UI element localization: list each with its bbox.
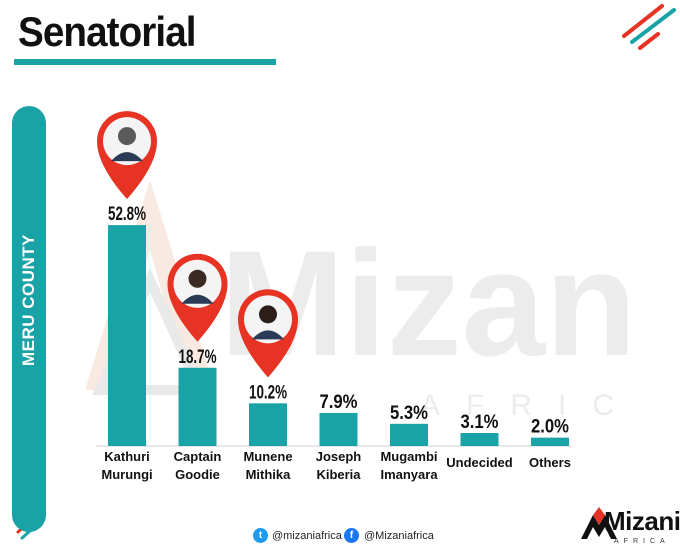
category-label: Captain Goodie (174, 449, 222, 482)
category-label: Mugambi Imanyara (380, 449, 438, 482)
person-photo-icon (118, 127, 136, 146)
bar (178, 367, 217, 446)
category-label: Munene Mithika (243, 449, 292, 482)
data-label: 10.2% (249, 382, 287, 403)
data-label: 52.8% (108, 204, 146, 225)
page-title: Senatorial (18, 8, 197, 55)
location-pin-icon (97, 111, 157, 200)
bar (460, 433, 499, 446)
facebook-icon[interactable]: f (344, 528, 359, 543)
brand-name: Mizani (604, 506, 680, 536)
person-photo-icon (259, 305, 277, 324)
data-label: 5.3% (390, 403, 428, 424)
category-label: Undecided (446, 455, 513, 470)
data-label: 3.1% (461, 412, 499, 433)
bar (108, 225, 146, 446)
title-underline (14, 59, 276, 65)
data-label: 2.0% (531, 417, 569, 438)
twitter-handle[interactable]: @mizaniafrica (272, 530, 342, 542)
bar (319, 412, 358, 446)
brand-sub: AFRICA (614, 538, 670, 545)
twitter-icon[interactable]: t (253, 528, 268, 543)
category-label: Others (529, 455, 571, 470)
data-label: 18.7% (179, 347, 217, 368)
watermark-sub: AFRICA (420, 389, 640, 422)
category-label: Joseph Kiberia (316, 449, 362, 482)
brand-logo-icon (581, 507, 617, 539)
location-pin-icon (167, 253, 228, 342)
bar (249, 403, 287, 446)
person-photo-icon (188, 269, 207, 288)
county-sidebar (12, 106, 46, 532)
facebook-handle[interactable]: @Mizaniafrica (364, 530, 434, 542)
category-label: Kathuri Murungi (101, 449, 152, 482)
data-label: 7.9% (320, 392, 358, 413)
bar (390, 423, 428, 446)
location-pin-icon (237, 289, 298, 378)
bar (531, 437, 569, 446)
stripes-icon (622, 4, 676, 50)
